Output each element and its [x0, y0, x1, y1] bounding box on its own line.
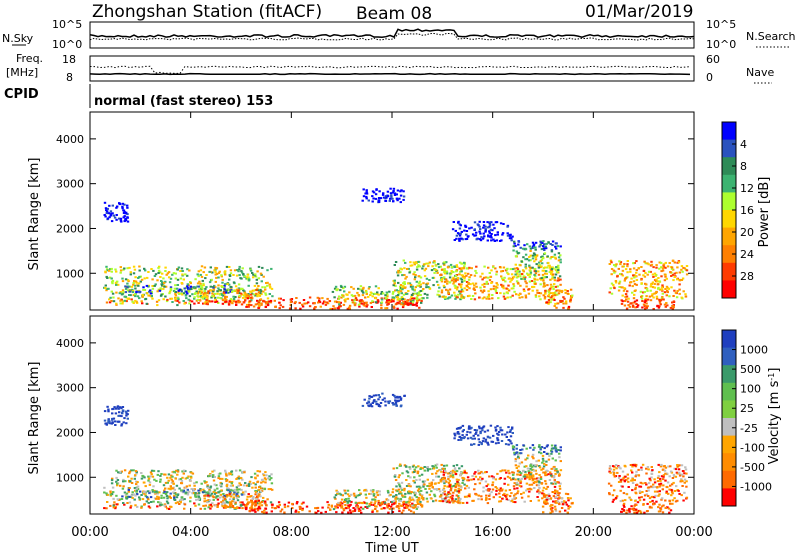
nsearch-label: N.Search — [746, 30, 796, 43]
x-axis-label: Time UT — [364, 541, 418, 554]
colorbar-tick-0-4: 20 — [740, 226, 754, 239]
velocity-scatter-cells — [103, 392, 689, 514]
nsky-trace — [89, 28, 695, 38]
beam-title: Beam 08 — [356, 4, 432, 24]
power-scatter-cells — [103, 187, 689, 310]
nave-trace — [89, 65, 691, 74]
xtick-label-2: 08:00 — [273, 525, 310, 540]
colorbar-tick-0-5: 24 — [740, 248, 754, 261]
xtick-label-6: 00:00 — [675, 525, 712, 540]
nave-label: Nave — [746, 66, 774, 79]
colorbar-tick-0-2: 12 — [740, 182, 754, 195]
ytick-label-0-0: 1000 — [56, 267, 84, 280]
colorbar-tick-1-5: -100 — [740, 441, 765, 454]
xtick-label-4: 16:00 — [474, 525, 511, 540]
xtick-label-5: 20:00 — [575, 525, 612, 540]
colorbar-tick-0-6: 28 — [740, 270, 754, 283]
ytick-label-0-3: 4000 — [56, 133, 84, 146]
ytick-label-1-1: 2000 — [56, 426, 84, 439]
colorbar-tick-0-3: 16 — [740, 204, 754, 217]
colorbar-tick-1-0: 1000 — [740, 344, 768, 357]
power-ylabel: Slant Range [km] — [27, 158, 42, 271]
ytick-label-1-0: 1000 — [56, 471, 84, 484]
noise-tick-top-left: 10^5 — [52, 18, 82, 31]
noise-tick-bottom-left: 10^0 — [52, 38, 82, 51]
nave-tick-top: 60 — [706, 53, 720, 66]
station-title: Zhongshan Station (fitACF) — [92, 2, 322, 22]
colorbar-tick-0-0: 4 — [740, 138, 747, 151]
velocity-colorbar-label-exp: -1 — [767, 373, 776, 381]
power-panel: 1000 2000 3000 4000 Slant Range [km] 4 8 12 16… — [27, 111, 772, 311]
colorbar-tick-1-2: 100 — [740, 383, 761, 396]
power-colorbar: 4 8 12 16 20 24 28 — [721, 121, 754, 299]
xtick-label-1: 04:00 — [172, 525, 209, 540]
velocity-frame — [89, 315, 695, 515]
noise-tick-bottom-right: 10^0 — [706, 38, 736, 51]
ytick-label-1-3: 4000 — [56, 337, 84, 350]
velocity-colorbar: 1000 500 100 25 -25 -100 -500 -1000 — [721, 329, 772, 507]
ytick-label-1-2: 3000 — [56, 382, 84, 395]
velocity-colorbar-label: Velocity [m s-1] — [767, 368, 783, 465]
noise-panel: N.Sky 10^5 10^0 10^5 10^0 N.Search — [2, 18, 796, 51]
colorbar-tick-0-1: 8 — [740, 160, 747, 173]
freq-tick-bottom: 8 — [66, 71, 73, 84]
date-title: 01/Mar/2019 — [585, 2, 693, 22]
frequency-panel: Freq. [MHz] 18 8 60 0 Nave — [6, 52, 774, 84]
velocity-colorbar-label-close: ] — [767, 368, 782, 373]
colorbar-tick-1-3: 25 — [740, 402, 754, 415]
xtick-label-0: 00:00 — [71, 525, 108, 540]
velocity-colorbar-label-main: Velocity [m s — [767, 380, 782, 464]
velocity-ylabel: Slant Range [km] — [27, 362, 42, 475]
freq-tick-top: 18 — [62, 53, 76, 66]
freq-unit-label: [MHz] — [6, 66, 38, 79]
colorbar-tick-1-6: -500 — [740, 461, 765, 474]
cpid-value: normal (fast stereo) 153 — [94, 94, 273, 109]
ytick-label-0-1: 2000 — [56, 222, 84, 235]
colorbar-tick-1-4: -25 — [740, 422, 758, 435]
frequency-trace — [89, 72, 691, 76]
velocity-panel: 1000 2000 3000 4000 Slant Range [km] 1000 50… — [27, 315, 783, 515]
noise-tick-top-right: 10^5 — [706, 18, 736, 31]
xtick-label-3: 12:00 — [373, 525, 410, 540]
nsky-label: N.Sky — [2, 32, 34, 45]
power-colorbar-label: Power [dB] — [757, 177, 772, 248]
ytick-label-0-2: 3000 — [56, 178, 84, 191]
colorbar-tick-1-1: 500 — [740, 363, 761, 376]
nsearch-trace — [89, 32, 695, 41]
freq-label: Freq. — [16, 52, 43, 65]
cpid-label: CPID — [4, 87, 39, 102]
colorbar-tick-1-7: -1000 — [740, 480, 772, 493]
nave-tick-bottom: 0 — [706, 71, 713, 84]
power-frame — [89, 111, 695, 311]
